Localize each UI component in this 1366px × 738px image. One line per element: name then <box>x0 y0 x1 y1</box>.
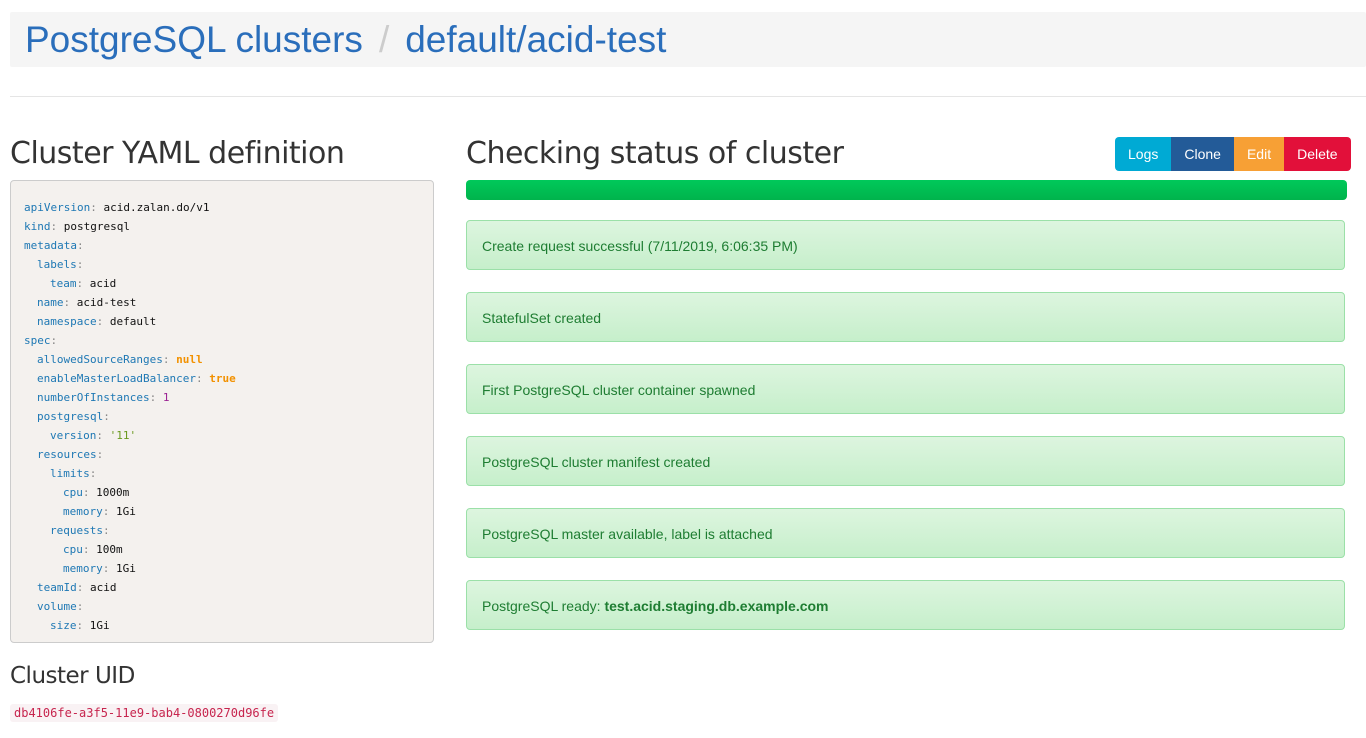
uid-title: Cluster UID <box>10 663 135 689</box>
yaml-line: volume: <box>37 600 84 613</box>
status-message: Create request successful (7/11/2019, 6:… <box>466 220 1345 270</box>
status-text: PostgreSQL ready: <box>482 598 605 614</box>
cluster-uid: db4106fe-a3f5-11e9-bab4-0800270d96fe <box>10 704 279 722</box>
yaml-key: name <box>37 296 64 309</box>
yaml-value: default <box>109 315 157 328</box>
yaml-key: memory <box>63 562 103 575</box>
status-text: PostgreSQL cluster manifest created <box>482 454 711 470</box>
yaml-line: limits: <box>50 467 97 480</box>
yaml-value: acid <box>90 581 117 594</box>
yaml-key: resources <box>37 448 97 461</box>
yaml-value: 1000m <box>96 486 130 499</box>
yaml-line: spec: <box>24 334 58 347</box>
logs-button[interactable]: Logs <box>1115 137 1172 171</box>
yaml-line: requests: <box>50 524 110 537</box>
yaml-key: allowedSourceRanges <box>37 353 163 366</box>
yaml-value: 1 <box>162 391 170 404</box>
yaml-key: team <box>50 277 77 290</box>
yaml-title: Cluster YAML definition <box>10 136 345 171</box>
yaml-line: numberOfInstances: 1 <box>37 391 170 404</box>
yaml-line: memory: 1Gi <box>63 505 136 518</box>
yaml-line: cpu: 100m <box>63 543 123 556</box>
cluster-hostname: test.acid.staging.db.example.com <box>604 598 829 614</box>
status-text: PostgreSQL master available, label is at… <box>482 526 773 542</box>
yaml-definition: apiVersion: acid.zalan.do/v1 kind: postgr… <box>10 180 434 643</box>
action-buttons: Logs Clone Edit Delete <box>1115 137 1351 171</box>
yaml-line: size: 1Gi <box>50 619 110 632</box>
edit-button[interactable]: Edit <box>1233 137 1285 171</box>
yaml-value: acid.zalan.do/v1 <box>103 201 210 214</box>
yaml-key: postgresql <box>37 410 104 423</box>
yaml-line: labels: <box>37 258 84 271</box>
yaml-key: teamId <box>37 581 77 594</box>
yaml-key: namespace <box>37 315 97 328</box>
status-text: StatefulSet created <box>482 310 602 326</box>
yaml-value: 1Gi <box>89 619 110 632</box>
status-message: StatefulSet created <box>466 292 1345 342</box>
delete-button[interactable]: Delete <box>1284 137 1351 171</box>
breadcrumb-current: default/acid-test <box>405 19 667 60</box>
yaml-key: volume <box>37 600 77 613</box>
yaml-value: '11' <box>109 429 137 442</box>
yaml-line: name: acid-test <box>37 296 137 309</box>
yaml-line: postgresql: <box>37 410 110 423</box>
yaml-value: true <box>209 372 236 385</box>
status-title: Checking status of cluster <box>466 136 844 171</box>
status-text: First PostgreSQL cluster container spawn… <box>482 382 756 398</box>
breadcrumb: PostgreSQL clusters / default/acid-test <box>10 12 1366 67</box>
yaml-value: 1Gi <box>116 505 136 518</box>
yaml-value: 1Gi <box>116 562 136 575</box>
yaml-key: metadata <box>24 239 77 252</box>
yaml-key: size <box>50 619 77 632</box>
yaml-line: namespace: default <box>37 315 157 328</box>
yaml-key: apiVersion <box>24 201 91 214</box>
yaml-value: postgresql <box>63 220 130 233</box>
yaml-key: version <box>50 429 97 442</box>
yaml-line: memory: 1Gi <box>63 562 136 575</box>
yaml-line: kind: postgresql <box>24 220 130 233</box>
yaml-line: allowedSourceRanges: null <box>37 353 203 366</box>
status-message: PostgreSQL ready: test.acid.staging.db.e… <box>466 580 1345 630</box>
yaml-line: resources: <box>37 448 104 461</box>
yaml-line: metadata: <box>24 239 84 252</box>
yaml-key: limits <box>50 467 90 480</box>
clone-button[interactable]: Clone <box>1171 137 1234 171</box>
yaml-key: cpu <box>63 543 83 556</box>
yaml-value: acid-test <box>76 296 137 309</box>
breadcrumb-separator: / <box>378 19 390 60</box>
yaml-value: acid <box>89 277 117 290</box>
yaml-line: enableMasterLoadBalancer: true <box>37 372 236 385</box>
yaml-key: cpu <box>63 486 83 499</box>
yaml-key: requests <box>50 524 103 537</box>
yaml-value: null <box>176 353 203 366</box>
status-text: Create request successful (7/11/2019, 6:… <box>482 238 798 254</box>
yaml-key: kind <box>24 220 51 233</box>
divider <box>10 96 1366 97</box>
yaml-key: enableMasterLoadBalancer <box>37 372 196 385</box>
yaml-line: apiVersion: acid.zalan.do/v1 <box>24 201 210 214</box>
yaml-line: team: acid <box>50 277 117 290</box>
yaml-line: teamId: acid <box>37 581 117 594</box>
yaml-value: 100m <box>96 543 123 556</box>
breadcrumb-root-link[interactable]: PostgreSQL clusters <box>25 19 363 60</box>
yaml-line: version: '11' <box>50 429 137 442</box>
yaml-key: memory <box>63 505 103 518</box>
status-message: PostgreSQL master available, label is at… <box>466 508 1345 558</box>
progress-bar <box>466 180 1347 200</box>
yaml-key: numberOfInstances <box>37 391 150 404</box>
yaml-line: cpu: 1000m <box>63 486 130 499</box>
status-message: First PostgreSQL cluster container spawn… <box>466 364 1345 414</box>
status-message: PostgreSQL cluster manifest created <box>466 436 1345 486</box>
yaml-key: labels <box>37 258 77 271</box>
yaml-key: spec <box>24 334 51 347</box>
